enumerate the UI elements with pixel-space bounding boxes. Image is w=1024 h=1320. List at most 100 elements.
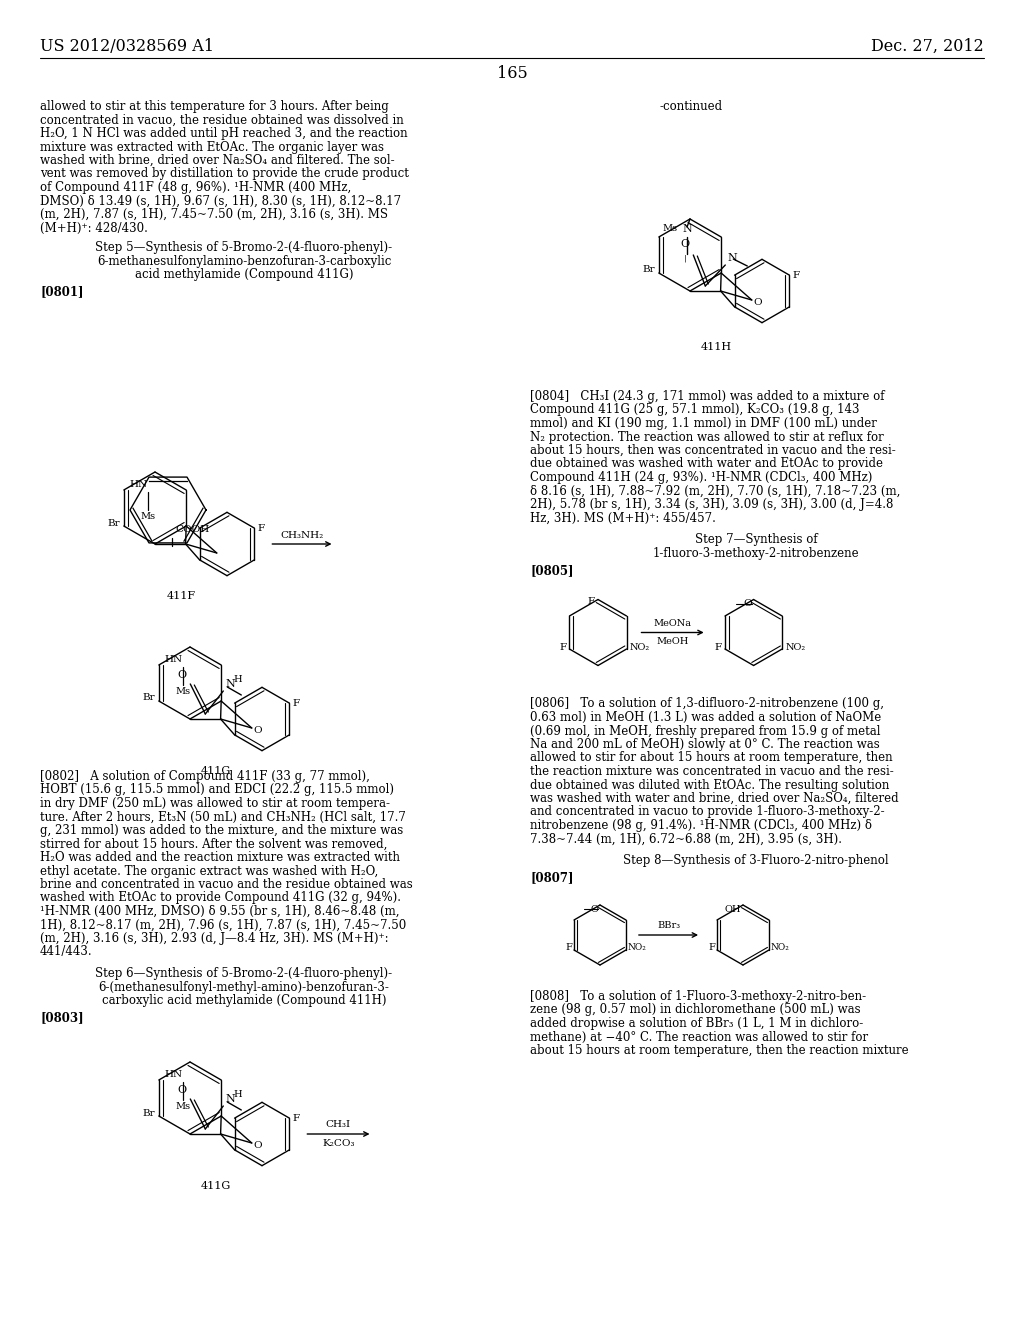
Text: O: O (177, 671, 186, 680)
Text: N: N (727, 253, 737, 263)
Text: brine and concentrated in vacuo and the residue obtained was: brine and concentrated in vacuo and the … (40, 878, 413, 891)
Text: F: F (293, 698, 300, 708)
Text: 411G: 411G (201, 1181, 231, 1191)
Text: [0803]: [0803] (40, 1011, 84, 1024)
Text: due obtained was washed with water and EtOAc to provide: due obtained was washed with water and E… (530, 458, 883, 470)
Text: the reaction mixture was concentrated in vacuo and the resi-: the reaction mixture was concentrated in… (530, 766, 894, 777)
Text: allowed to stir at this temperature for 3 hours. After being: allowed to stir at this temperature for … (40, 100, 389, 114)
Text: CH₃I: CH₃I (326, 1119, 351, 1129)
Text: BBr₃: BBr₃ (657, 921, 680, 931)
Text: |: | (684, 253, 686, 261)
Text: [0805]: [0805] (530, 564, 573, 577)
Text: HN: HN (165, 655, 183, 664)
Text: NO₂: NO₂ (630, 643, 649, 652)
Text: 441/443.: 441/443. (40, 945, 92, 958)
Text: 411H: 411H (700, 342, 731, 352)
Text: Ms: Ms (140, 512, 156, 521)
Text: MeOH: MeOH (656, 638, 689, 647)
Text: HOBT (15.6 g, 115.5 mmol) and EDCI (22.2 g, 115.5 mmol): HOBT (15.6 g, 115.5 mmol) and EDCI (22.2… (40, 784, 394, 796)
Text: vent was removed by distillation to provide the crude product: vent was removed by distillation to prov… (40, 168, 409, 181)
Text: F: F (559, 643, 566, 652)
Text: washed with brine, dried over Na₂SO₄ and filtered. The sol-: washed with brine, dried over Na₂SO₄ and… (40, 154, 394, 168)
Text: H₂O, 1 N HCl was added until pH reached 3, and the reaction: H₂O, 1 N HCl was added until pH reached … (40, 127, 408, 140)
Text: K₂CO₃: K₂CO₃ (323, 1139, 354, 1148)
Text: 7.38~7.44 (m, 1H), 6.72~6.88 (m, 2H), 3.95 (s, 3H).: 7.38~7.44 (m, 1H), 6.72~6.88 (m, 2H), 3.… (530, 833, 842, 846)
Text: O: O (590, 904, 598, 913)
Text: 411F: 411F (167, 591, 196, 601)
Text: about 15 hours at room temperature, then the reaction mixture: about 15 hours at room temperature, then… (530, 1044, 908, 1057)
Text: stirred for about 15 hours. After the solvent was removed,: stirred for about 15 hours. After the so… (40, 837, 387, 850)
Text: H₂O was added and the reaction mixture was extracted with: H₂O was added and the reaction mixture w… (40, 851, 400, 865)
Text: N₂ protection. The reaction was allowed to stir at reflux for: N₂ protection. The reaction was allowed … (530, 430, 884, 444)
Text: ethyl acetate. The organic extract was washed with H₂O,: ethyl acetate. The organic extract was w… (40, 865, 378, 878)
Text: (m, 2H), 7.87 (s, 1H), 7.45~7.50 (m, 2H), 3.16 (s, 3H). MS: (m, 2H), 7.87 (s, 1H), 7.45~7.50 (m, 2H)… (40, 209, 388, 220)
Text: F: F (793, 271, 800, 280)
Text: O: O (177, 1085, 186, 1096)
Text: Step 8—Synthesis of 3-Fluoro-2-nitro-phenol: Step 8—Synthesis of 3-Fluoro-2-nitro-phe… (624, 854, 889, 867)
Text: NO₂: NO₂ (785, 643, 805, 652)
Text: mmol) and KI (190 mg, 1.1 mmol) in DMF (100 mL) under: mmol) and KI (190 mg, 1.1 mmol) in DMF (… (530, 417, 877, 430)
Text: NO₂: NO₂ (628, 944, 647, 953)
Text: 411G: 411G (201, 766, 231, 776)
Text: Step 7—Synthesis of: Step 7—Synthesis of (694, 533, 817, 546)
Text: F: F (293, 1114, 300, 1122)
Text: was washed with water and brine, dried over Na₂SO₄, filtered: was washed with water and brine, dried o… (530, 792, 899, 805)
Text: nitrobenzene (98 g, 91.4%). ¹H-NMR (CDCl₃, 400 MHz) δ: nitrobenzene (98 g, 91.4%). ¹H-NMR (CDCl… (530, 818, 872, 832)
Text: NO₂: NO₂ (771, 944, 790, 953)
Text: Compound 411H (24 g, 93%). ¹H-NMR (CDCl₃, 400 MHz): Compound 411H (24 g, 93%). ¹H-NMR (CDCl₃… (530, 471, 872, 484)
Text: N: N (225, 1094, 236, 1104)
Text: 1-fluoro-3-methoxy-2-nitrobenzene: 1-fluoro-3-methoxy-2-nitrobenzene (652, 546, 859, 560)
Text: MeONa: MeONa (653, 619, 691, 627)
Text: added dropwise a solution of BBr₃ (1 L, 1 M in dichloro-: added dropwise a solution of BBr₃ (1 L, … (530, 1016, 863, 1030)
Text: 6-methanesulfonylamino-benzofuran-3-carboxylic: 6-methanesulfonylamino-benzofuran-3-carb… (97, 255, 391, 268)
Text: Step 6—Synthesis of 5-Bromo-2-(4-fluoro-phenyl)-: Step 6—Synthesis of 5-Bromo-2-(4-fluoro-… (95, 968, 392, 979)
Text: F: F (257, 524, 264, 533)
Text: g, 231 mmol) was added to the mixture, and the mixture was: g, 231 mmol) was added to the mixture, a… (40, 824, 403, 837)
Text: DMSO) δ 13.49 (s, 1H), 9.67 (s, 1H), 8.30 (s, 1H), 8.12~8.17: DMSO) δ 13.49 (s, 1H), 9.67 (s, 1H), 8.3… (40, 194, 401, 207)
Text: O: O (754, 298, 763, 308)
Text: due obtained was diluted with EtOAc. The resulting solution: due obtained was diluted with EtOAc. The… (530, 779, 890, 792)
Text: F: F (709, 944, 715, 953)
Text: F: F (715, 643, 722, 652)
Text: H: H (233, 675, 242, 684)
Text: H: H (233, 1090, 242, 1100)
Text: allowed to stir for about 15 hours at room temperature, then: allowed to stir for about 15 hours at ro… (530, 751, 893, 764)
Text: ¹H-NMR (400 MHz, DMSO) δ 9.55 (br s, 1H), 8.46~8.48 (m,: ¹H-NMR (400 MHz, DMSO) δ 9.55 (br s, 1H)… (40, 906, 399, 917)
Text: CH₃NH₂: CH₃NH₂ (281, 531, 324, 540)
Text: 6-(methanesulfonyl-methyl-amino)-benzofuran-3-: 6-(methanesulfonyl-methyl-amino)-benzofu… (98, 981, 389, 994)
Text: zene (98 g, 0.57 mol) in dichloromethane (500 mL) was: zene (98 g, 0.57 mol) in dichloromethane… (530, 1003, 860, 1016)
Text: O: O (743, 599, 752, 609)
Text: 0.63 mol) in MeOH (1.3 L) was added a solution of NaOMe: 0.63 mol) in MeOH (1.3 L) was added a so… (530, 711, 882, 723)
Text: [0801]: [0801] (40, 285, 84, 298)
Text: δ 8.16 (s, 1H), 7.88~7.92 (m, 2H), 7.70 (s, 1H), 7.18~7.23 (m,: δ 8.16 (s, 1H), 7.88~7.92 (m, 2H), 7.70 … (530, 484, 900, 498)
Text: 2H), 5.78 (br s, 1H), 3.34 (s, 3H), 3.09 (s, 3H), 3.00 (d, J=4.8: 2H), 5.78 (br s, 1H), 3.34 (s, 3H), 3.09… (530, 498, 893, 511)
Text: in dry DMF (250 mL) was allowed to stir at room tempera-: in dry DMF (250 mL) was allowed to stir … (40, 797, 390, 810)
Text: about 15 hours, then was concentrated in vacuo and the resi-: about 15 hours, then was concentrated in… (530, 444, 896, 457)
Text: Br: Br (642, 265, 654, 275)
Text: Hz, 3H). MS (M+H)⁺: 455/457.: Hz, 3H). MS (M+H)⁺: 455/457. (530, 511, 716, 524)
Text: Na and 200 mL of MeOH) slowly at 0° C. The reaction was: Na and 200 mL of MeOH) slowly at 0° C. T… (530, 738, 880, 751)
Text: N: N (682, 224, 692, 234)
Text: [0804]   CH₃I (24.3 g, 171 mmol) was added to a mixture of: [0804] CH₃I (24.3 g, 171 mmol) was added… (530, 389, 885, 403)
Text: F: F (565, 944, 572, 953)
Text: N: N (225, 678, 236, 689)
Text: HN: HN (165, 1071, 183, 1078)
Text: O: O (254, 1140, 262, 1150)
Text: washed with EtOAc to provide Compound 411G (32 g, 94%).: washed with EtOAc to provide Compound 41… (40, 891, 401, 904)
Text: methane) at −40° C. The reaction was allowed to stir for: methane) at −40° C. The reaction was all… (530, 1031, 868, 1044)
Text: Br: Br (142, 693, 155, 702)
Text: O: O (680, 239, 689, 249)
Text: Dec. 27, 2012: Dec. 27, 2012 (871, 38, 984, 55)
Text: of Compound 411F (48 g, 96%). ¹H-NMR (400 MHz,: of Compound 411F (48 g, 96%). ¹H-NMR (40… (40, 181, 351, 194)
Text: HN: HN (130, 480, 148, 488)
Text: mixture was extracted with EtOAc. The organic layer was: mixture was extracted with EtOAc. The or… (40, 140, 384, 153)
Text: concentrated in vacuo, the residue obtained was dissolved in: concentrated in vacuo, the residue obtai… (40, 114, 403, 127)
Text: Br: Br (142, 1109, 155, 1118)
Text: [0807]: [0807] (530, 871, 573, 884)
Text: 165: 165 (497, 65, 527, 82)
Text: COOH: COOH (175, 525, 210, 535)
Text: Ms: Ms (175, 1102, 190, 1111)
Text: Ms: Ms (663, 224, 678, 234)
Text: (M+H)⁺: 428/430.: (M+H)⁺: 428/430. (40, 222, 147, 235)
Text: Step 5—Synthesis of 5-Bromo-2-(4-fluoro-phenyl)-: Step 5—Synthesis of 5-Bromo-2-(4-fluoro-… (95, 242, 392, 253)
